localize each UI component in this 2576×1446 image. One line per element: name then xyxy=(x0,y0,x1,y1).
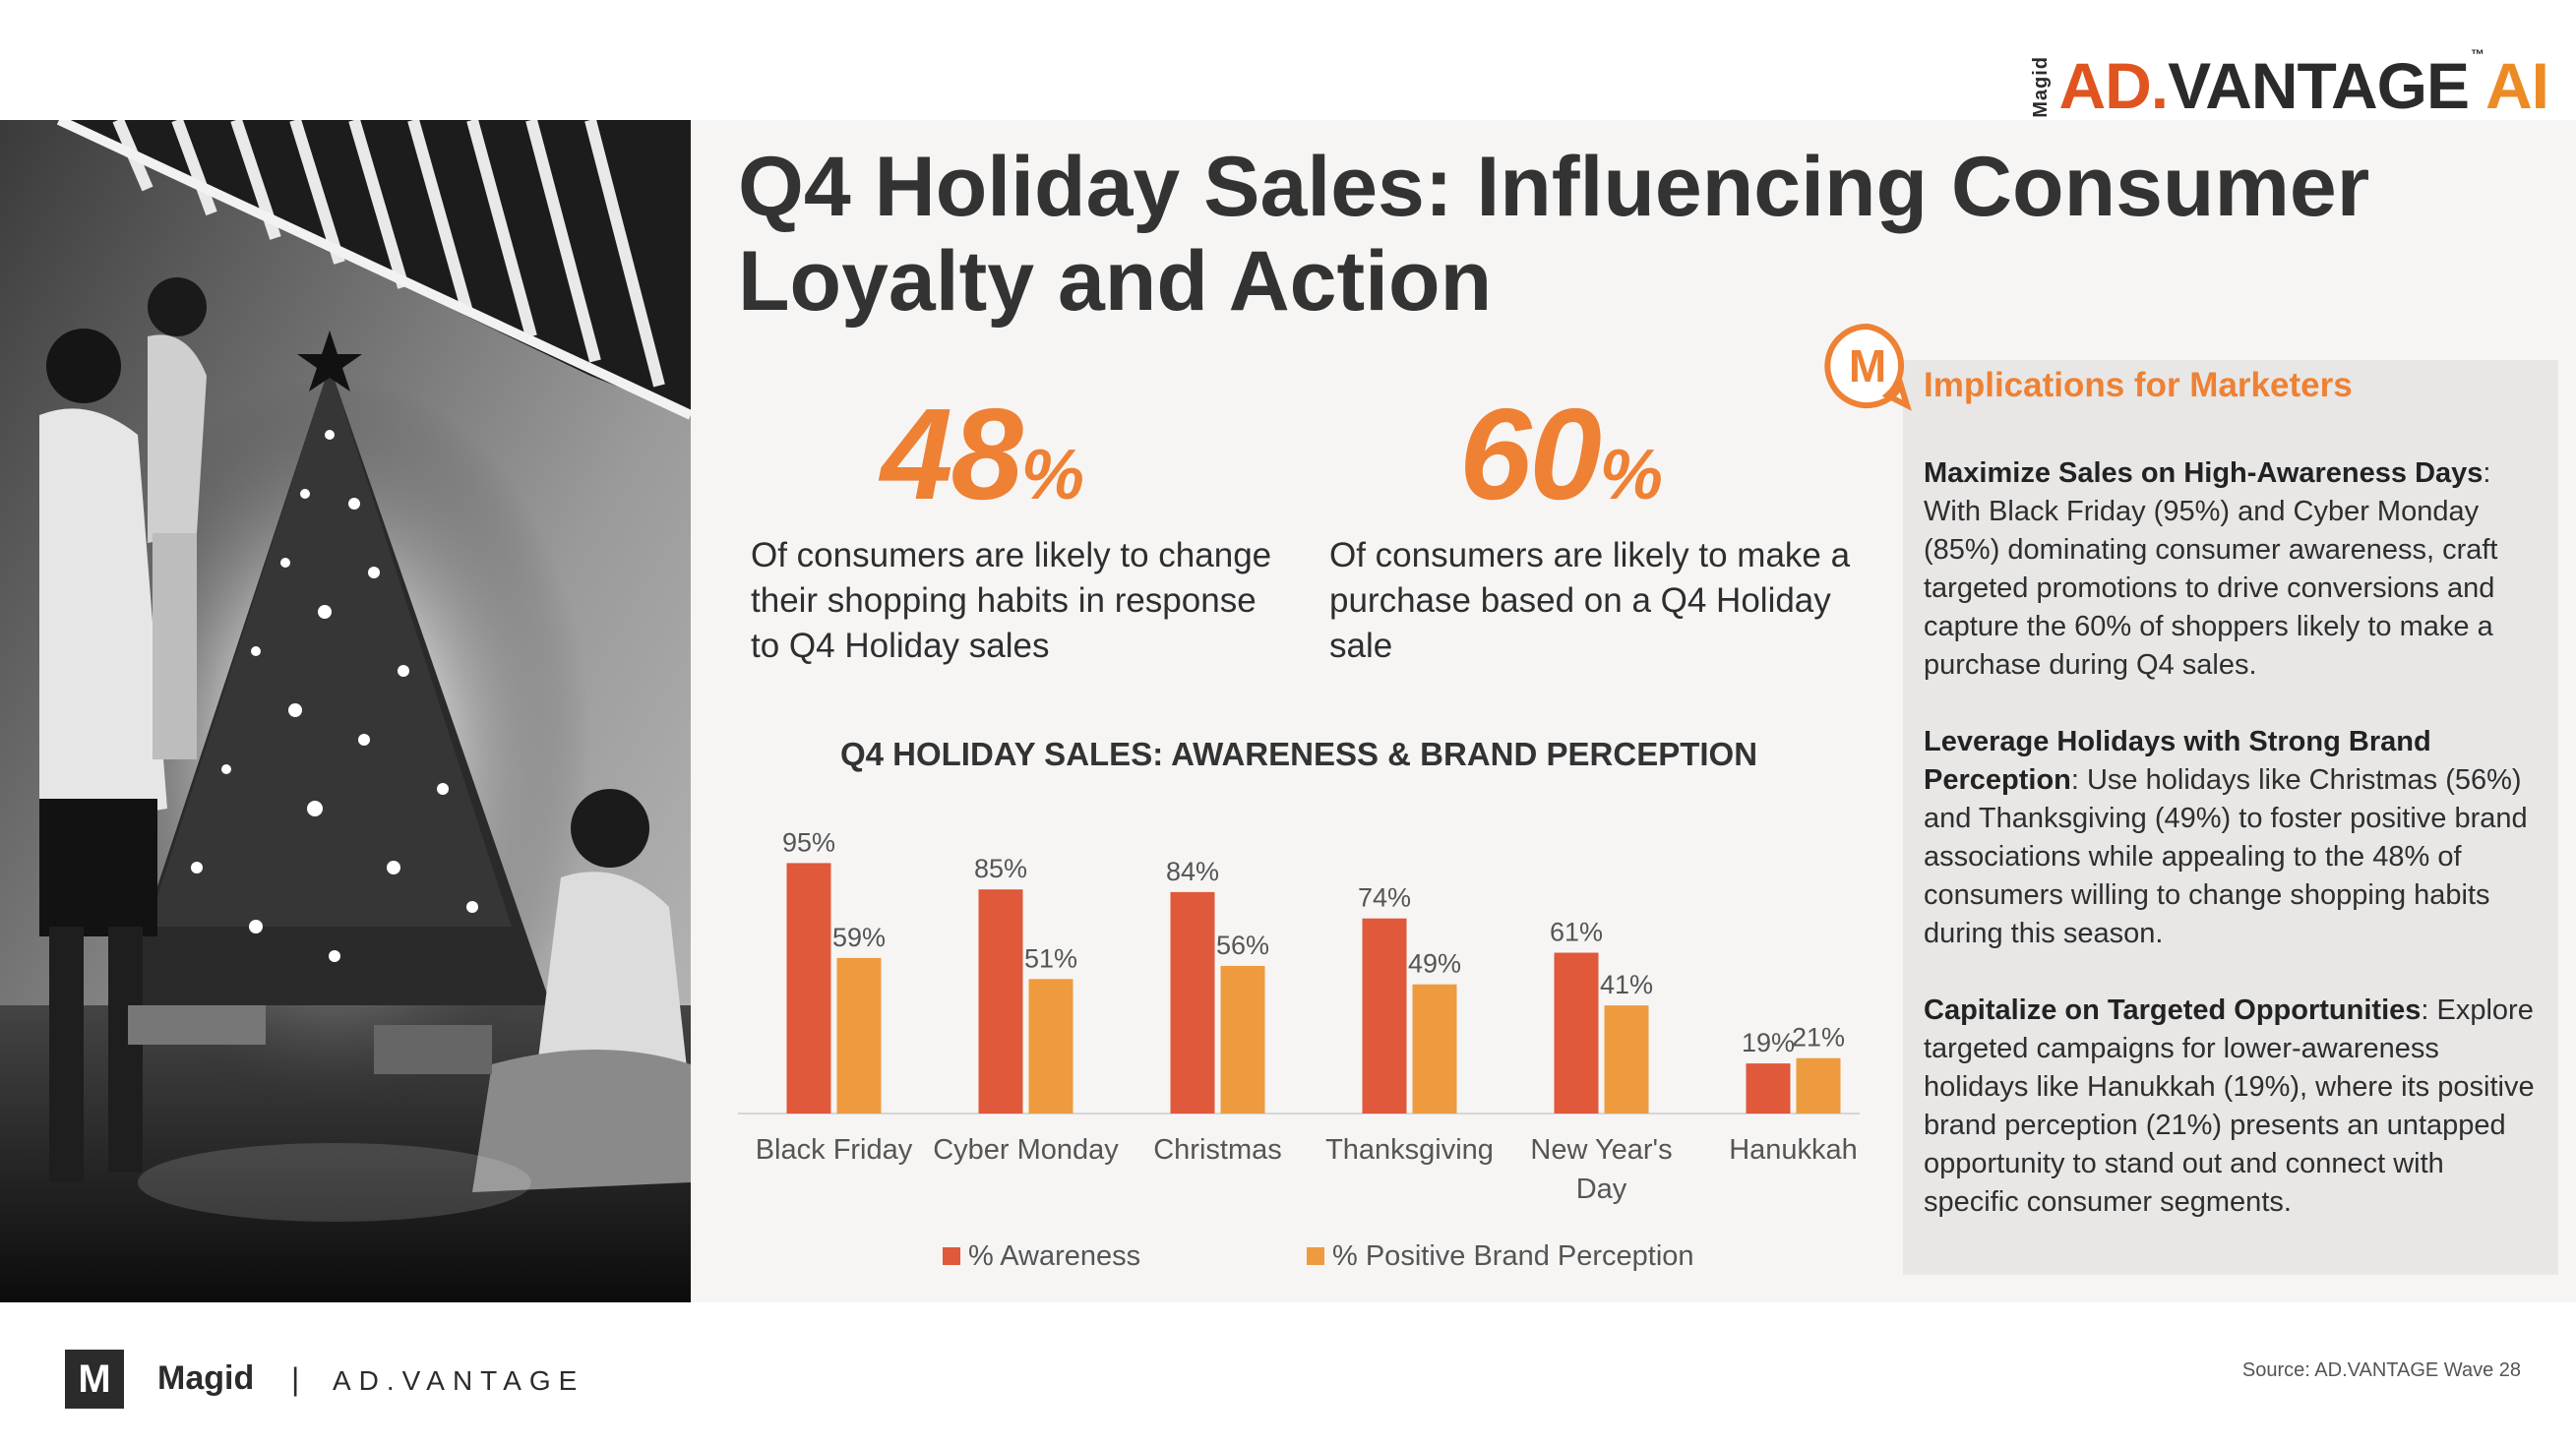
brand-dot: . xyxy=(2150,49,2169,122)
bar-awareness xyxy=(978,889,1023,1114)
brand-wordmark: AD.VANTAGE ™AI xyxy=(2058,47,2549,118)
bar-perception xyxy=(1796,1057,1841,1114)
stat-unit: % xyxy=(1020,436,1084,514)
legend-swatch xyxy=(943,1247,960,1265)
awareness-perception-bar-chart: Q4 HOLIDAY SALES: AWARENESS & BRAND PERC… xyxy=(738,736,1860,1272)
panel-body: Maximize Sales on High-Awareness Days: W… xyxy=(1924,454,2544,1260)
implication-text: : Use holidays like Christmas (56%) and … xyxy=(1924,764,2528,949)
implication-heading: Leverage Holidays with Strong Brand Perc… xyxy=(1924,726,2431,796)
category-label: Day xyxy=(1576,1174,1627,1205)
bar-awareness xyxy=(1746,1063,1791,1114)
data-label-awareness: 19% xyxy=(1742,1028,1795,1057)
stat-value: 60 xyxy=(1459,382,1602,526)
implication-heading: Capitalize on Targeted Opportunities xyxy=(1924,994,2422,1026)
implication-text: : Explore targeted campaigns for lower-a… xyxy=(1924,994,2535,1218)
category-label: Thanksgiving xyxy=(1325,1134,1494,1166)
stat-description: Of consumers are likely to make a purcha… xyxy=(1329,536,1851,665)
data-label-perception: 41% xyxy=(1600,970,1653,999)
stat-number-row: 48% xyxy=(751,390,1282,519)
footer-product-name: AD.VANTAGE xyxy=(333,1365,585,1396)
implication-item: Capitalize on Targeted Opportunities: Ex… xyxy=(1924,992,2544,1222)
stat-change-habits: 48% Of consumers are likely to change th… xyxy=(751,390,1282,669)
data-label-awareness: 84% xyxy=(1166,857,1219,886)
brand-logo: Magid AD.VANTAGE ™AI xyxy=(2030,39,2549,118)
data-label-perception: 51% xyxy=(1024,943,1077,973)
bar-awareness xyxy=(1362,918,1407,1114)
stat-value: 48 xyxy=(881,382,1023,526)
stat-number-row: 60% xyxy=(1329,390,1861,519)
implication-heading: Maximize Sales on High-Awareness Days xyxy=(1924,457,2484,489)
data-label-awareness: 74% xyxy=(1358,883,1411,913)
bar-perception xyxy=(1412,984,1457,1114)
footer-magid-wordmark: Magid xyxy=(157,1359,255,1397)
brand-ai: AI xyxy=(2485,49,2549,122)
data-label-awareness: 85% xyxy=(974,854,1027,883)
brand-ad: AD xyxy=(2058,49,2151,122)
legend-label: % Positive Brand Perception xyxy=(1332,1240,1694,1272)
family-christmas-photo xyxy=(0,120,691,1302)
svg-text:M: M xyxy=(1849,340,1886,392)
photo-illustration xyxy=(0,120,691,1302)
data-label-perception: 21% xyxy=(1792,1023,1845,1053)
footer-separator: | xyxy=(291,1361,300,1397)
bar-perception xyxy=(1604,1005,1649,1114)
stat-make-purchase: 60% Of consumers are likely to make a pu… xyxy=(1329,390,1861,669)
page-title: Q4 Holiday Sales: Influencing Consumer L… xyxy=(738,140,2370,329)
brand-magid-vertical: Magid xyxy=(2030,56,2053,118)
data-label-perception: 59% xyxy=(832,923,886,952)
panel-title: Implications for Marketers xyxy=(1924,366,2353,404)
bar-perception xyxy=(1028,979,1073,1114)
stat-description: Of consumers are likely to change their … xyxy=(751,536,1272,665)
category-label: Cyber Monday xyxy=(933,1134,1119,1166)
brand-vantage: VANTAGE xyxy=(2168,49,2470,122)
category-label: Christmas xyxy=(1153,1134,1282,1166)
implication-item: Leverage Holidays with Strong Brand Perc… xyxy=(1924,723,2544,953)
bar-perception xyxy=(1220,965,1265,1114)
magid-speech-bubble-icon: M xyxy=(1824,323,1912,411)
source-note: Source: AD.VANTAGE Wave 28 xyxy=(2241,1359,2521,1381)
category-label: Black Friday xyxy=(756,1134,913,1166)
data-label-perception: 49% xyxy=(1408,949,1461,979)
bar-awareness xyxy=(786,863,831,1114)
implications-panel xyxy=(1903,360,2558,1275)
data-label-awareness: 95% xyxy=(782,827,835,857)
data-label-awareness: 61% xyxy=(1550,918,1603,947)
legend-label: % Awareness xyxy=(968,1240,1140,1272)
category-label: New Year's xyxy=(1530,1134,1672,1166)
bar-perception xyxy=(836,957,882,1114)
legend-swatch xyxy=(1307,1247,1324,1265)
implication-text: : With Black Friday (95%) and Cyber Mond… xyxy=(1924,457,2498,681)
bar-awareness xyxy=(1170,891,1215,1114)
implication-item: Maximize Sales on High-Awareness Days: W… xyxy=(1924,454,2544,685)
stat-unit: % xyxy=(1599,436,1663,514)
bar-awareness xyxy=(1554,952,1599,1114)
chart-title: Q4 HOLIDAY SALES: AWARENESS & BRAND PERC… xyxy=(840,736,1757,772)
data-label-perception: 56% xyxy=(1216,931,1269,960)
brand-tm: ™ xyxy=(2471,46,2484,62)
footer-magid-logo: M xyxy=(65,1350,124,1409)
category-label: Hanukkah xyxy=(1729,1134,1858,1166)
